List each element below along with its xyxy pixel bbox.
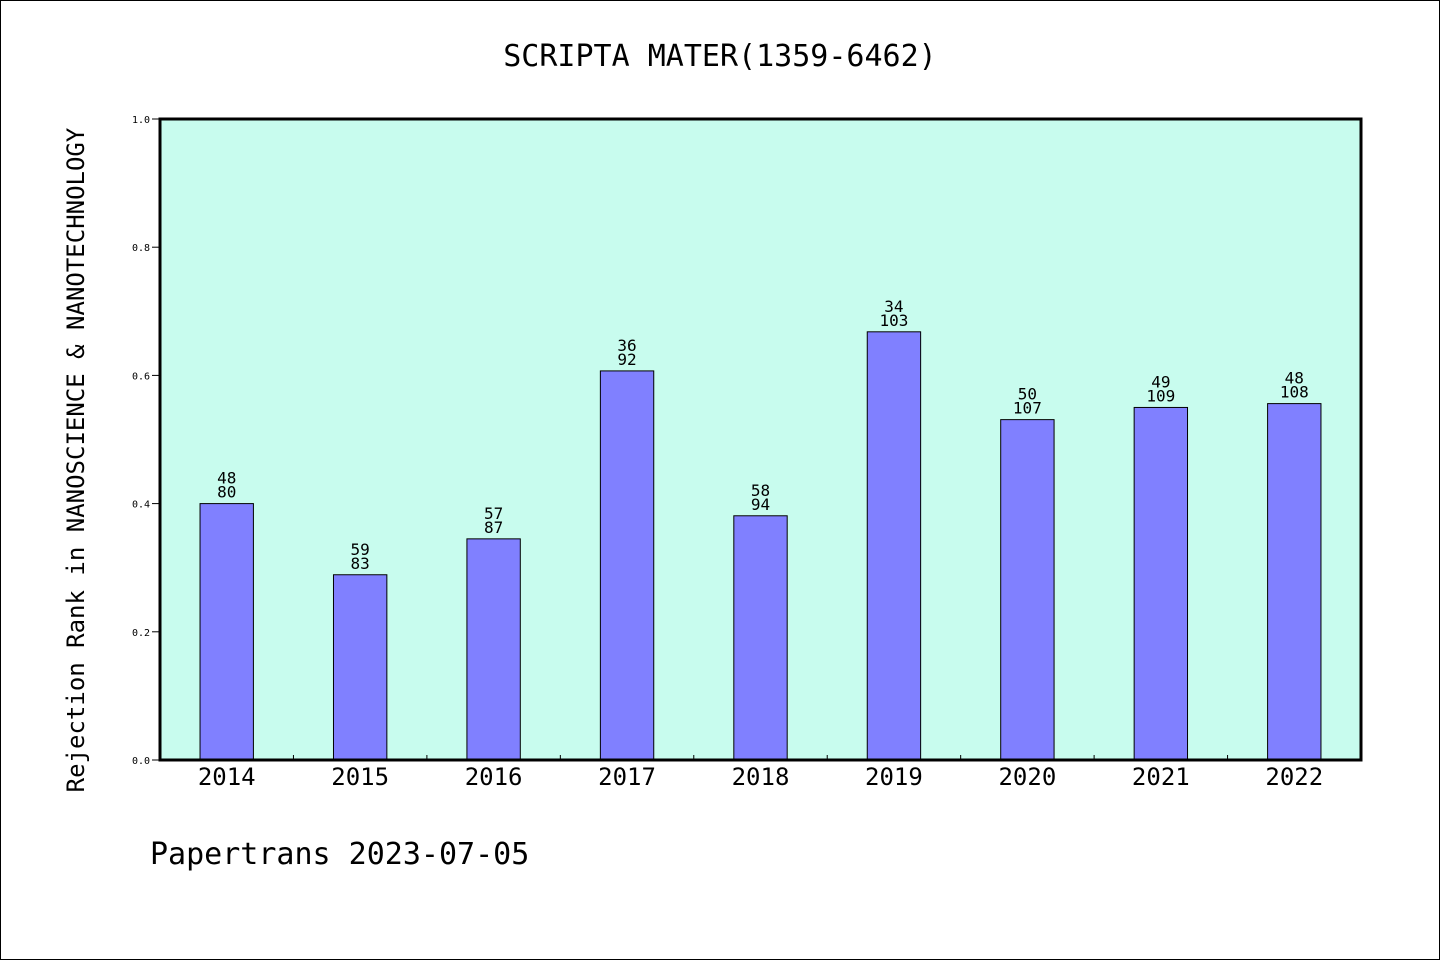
bar-2014: [199, 503, 254, 761]
footer-text: Papertrans 2023-07-05: [150, 837, 529, 872]
x-tick-label-2019: 2019: [865, 763, 923, 791]
y-tick-label-0.2: 0.2: [132, 628, 150, 639]
bar-label-bottom-2015: 83: [351, 554, 370, 573]
bar-label-top-2015: 59: [351, 540, 370, 559]
x-tick-label-2015: 2015: [331, 763, 389, 791]
y-ticks-group: 0.0 0.2 0.4 0.6 0.8 1.0: [132, 115, 160, 767]
bar-label-top-2019: 34: [884, 297, 903, 316]
bar-2021: [1133, 406, 1189, 761]
x-tick-label-2020: 2020: [998, 763, 1056, 791]
chart-title: SCRIPTA MATER(1359-6462): [503, 39, 936, 74]
y-tick-label-0.0: 0.0: [132, 756, 150, 767]
y-tick-label-0.4: 0.4: [132, 500, 150, 511]
bar-2018: [733, 515, 788, 761]
bar-label-bottom-2021: 109: [1146, 386, 1175, 405]
bar-label-bottom-2017: 92: [617, 350, 636, 369]
bar-2015: [332, 574, 388, 761]
bar-label-top-2016: 57: [484, 504, 503, 523]
x-tick-label-2014: 2014: [198, 763, 256, 791]
bar-label-bottom-2019: 103: [879, 311, 908, 330]
bar-label-top-2018: 58: [751, 481, 770, 500]
x-tick-label-2022: 2022: [1265, 763, 1323, 791]
bar-label-top-2021: 49: [1151, 372, 1170, 391]
x-tick-label-2017: 2017: [598, 763, 656, 791]
x-ticks-group: 2014 2015 2016 2017 2018 2019 2020 2021 2022: [198, 755, 1323, 791]
y-tick-label-0.8: 0.8: [132, 243, 150, 254]
plot-border: [158, 117, 1363, 762]
x-tick-label-2016: 2016: [465, 763, 523, 791]
y-tick-label-0.6: 0.6: [132, 371, 150, 382]
bar-label-top-2014: 48: [217, 469, 236, 488]
bar-2022: [1267, 403, 1322, 761]
bar-label-bottom-2020: 107: [1013, 399, 1042, 418]
bars-group: [199, 331, 1322, 761]
x-tick-label-2018: 2018: [732, 763, 790, 791]
bar-2016: [466, 538, 521, 761]
bar-label-top-2017: 36: [617, 336, 636, 355]
bar-label-top-2020: 50: [1018, 385, 1037, 404]
bar-label-bottom-2014: 80: [217, 483, 236, 502]
bar-2017: [599, 370, 655, 761]
bar-label-top-2022: 48: [1285, 369, 1304, 388]
bar-2019: [866, 331, 922, 761]
y-tick-label-1.0: 1.0: [132, 115, 150, 126]
y-axis-label: Rejection Rank in NANOSCIENCE & NANOTECH…: [62, 127, 90, 792]
x-tick-label-2021: 2021: [1132, 763, 1190, 791]
bar-label-bottom-2022: 108: [1280, 383, 1309, 402]
bar-label-bottom-2018: 94: [751, 495, 770, 514]
bar-2020: [1000, 419, 1055, 761]
bar-label-bottom-2016: 87: [484, 518, 503, 537]
